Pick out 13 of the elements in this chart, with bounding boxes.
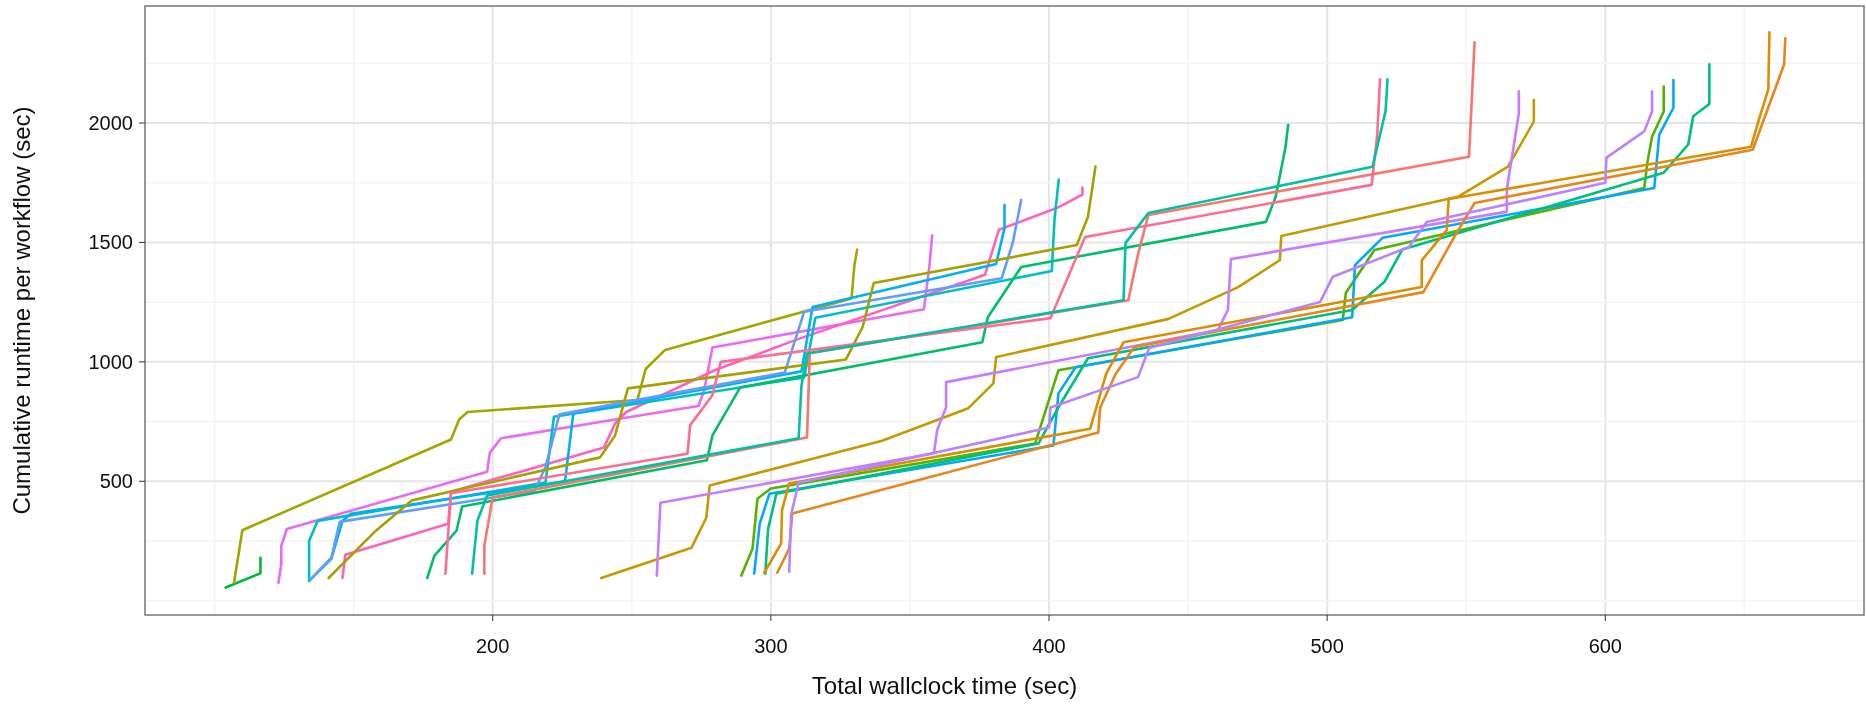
x-tick-label: 200 — [476, 635, 510, 657]
x-axis-title: Total wallclock time (sec) — [811, 672, 1078, 699]
x-tick-label: 500 — [1310, 635, 1344, 657]
line-series — [277, 233, 934, 585]
x-tick-label: 600 — [1588, 635, 1622, 657]
x-tick-label: 300 — [754, 635, 788, 657]
line-series — [426, 123, 1290, 580]
y-tick-label: 2000 — [88, 112, 133, 135]
y-tick-label: 500 — [99, 470, 133, 493]
x-tick-label: 400 — [1032, 635, 1066, 657]
y-tick-label: 1000 — [88, 350, 133, 373]
y-axis-title: Cumulative runtime per workflow (sec) — [8, 106, 35, 515]
y-tick-label: 1500 — [88, 231, 133, 254]
